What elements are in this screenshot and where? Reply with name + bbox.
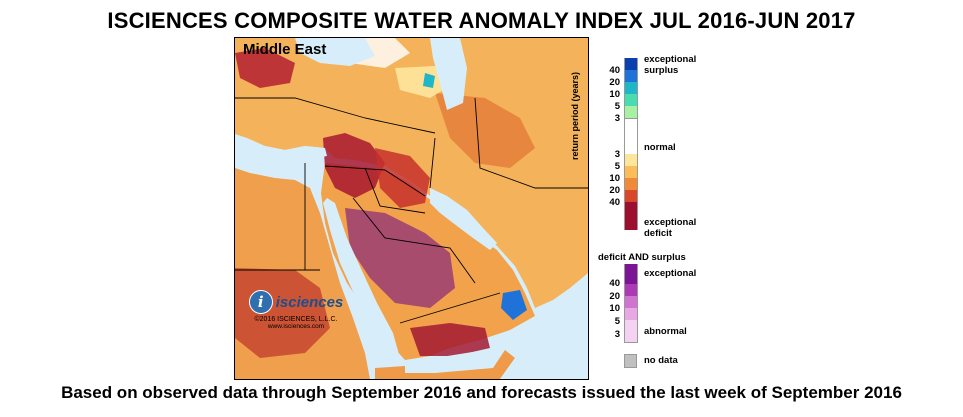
swatch-deficit-20: [624, 190, 638, 202]
swatch-deficit-3: [624, 154, 638, 166]
brand-name: isciences: [275, 293, 344, 311]
tick-both-5: 5: [614, 316, 620, 327]
legend-axis-label: return period (years): [570, 71, 580, 160]
red-sea: [323, 198, 400, 360]
swatch-surplus-20: [624, 82, 638, 94]
legend: return period (years) 40 20 10 5 3 3 5 1…: [570, 50, 732, 380]
tick-surplus-40: 40: [609, 65, 620, 76]
legend-normal-label: normal: [644, 142, 676, 153]
persian-gulf: [430, 188, 497, 250]
brand-copyright: ©2016 ISCIENCES, L.L.C.: [254, 316, 338, 323]
tick-surplus-10: 10: [609, 89, 620, 100]
map-svg: [235, 38, 588, 379]
swatch-normal: [624, 118, 638, 155]
swatch-deficit-10: [624, 178, 638, 190]
isciences-brand: i isciences ©2016 ISCIENCES, L.L.C. www.…: [246, 290, 346, 330]
legend-deficit-label-2: deficit: [644, 228, 672, 239]
isciences-logo-icon: i: [248, 290, 273, 314]
legend-surplus-label-1: exceptional: [644, 54, 697, 65]
legend-no-data-label: no data: [644, 355, 678, 366]
brand-logo: i isciences: [246, 290, 346, 314]
swatch-surplus-10: [624, 94, 638, 106]
swatch-both-20: [624, 296, 638, 308]
tick-deficit-20: 20: [609, 185, 620, 196]
tick-deficit-3: 3: [614, 149, 620, 160]
surplus-patch-oman: [501, 290, 527, 320]
swatch-surplus-40: [624, 70, 638, 82]
map-title: ISCIENCES COMPOSITE WATER ANOMALY INDEX …: [107, 8, 856, 33]
deficit-patch-turkey: [235, 48, 295, 88]
deficit-patch-iraq: [375, 148, 430, 208]
deficit-patch-levant: [323, 133, 385, 198]
brand-url: www.isciences.com: [267, 323, 325, 330]
swatch-surplus-5: [624, 106, 638, 118]
tick-surplus-3: 3: [614, 113, 620, 124]
deficit-patch-arabia: [345, 208, 455, 308]
swatch-no-data: [624, 354, 637, 368]
caspian-sea: [430, 38, 467, 110]
arabian-sea: [500, 288, 588, 379]
region-label: Middle East: [243, 41, 327, 58]
tick-both-3: 3: [614, 329, 620, 340]
map-footer: Based on observed data through September…: [61, 383, 902, 402]
swatch-surplus-exceptional: [624, 58, 638, 70]
deficit-patch-iran: [435, 93, 535, 168]
surplus-patch-caspian: [423, 73, 435, 88]
legend-both-header: deficit AND surplus: [598, 252, 686, 263]
mediterranean-sea: [235, 138, 327, 166]
tick-deficit-40: 40: [609, 197, 620, 208]
legend-deficit-label-1: exceptional: [644, 217, 697, 228]
tick-both-20: 20: [609, 291, 620, 302]
legend-both-bottom-label: abnormal: [644, 326, 687, 337]
tick-surplus-5: 5: [614, 101, 620, 112]
swatch-deficit-exceptional: [624, 202, 638, 230]
tick-both-10: 10: [609, 303, 620, 314]
swatch-both-10: [624, 308, 638, 320]
deficit-patch-yemen: [410, 323, 490, 356]
swatch-deficit-5: [624, 166, 638, 178]
gulf-of-aden: [405, 350, 505, 373]
country-borders: [235, 97, 588, 324]
swatch-both-exceptional: [624, 264, 638, 284]
tick-surplus-20: 20: [609, 77, 620, 88]
swatch-both-40: [624, 284, 638, 296]
legend-surplus-label-2: surplus: [644, 65, 679, 76]
tick-deficit-10: 10: [609, 173, 620, 184]
anomaly-map: Middle East: [234, 37, 589, 380]
tick-both-40: 40: [609, 278, 620, 289]
black-sea: [295, 38, 375, 66]
tick-deficit-5: 5: [614, 161, 620, 172]
legend-both-top-label: exceptional: [644, 268, 697, 279]
swatch-both-abnormal: [624, 320, 638, 343]
